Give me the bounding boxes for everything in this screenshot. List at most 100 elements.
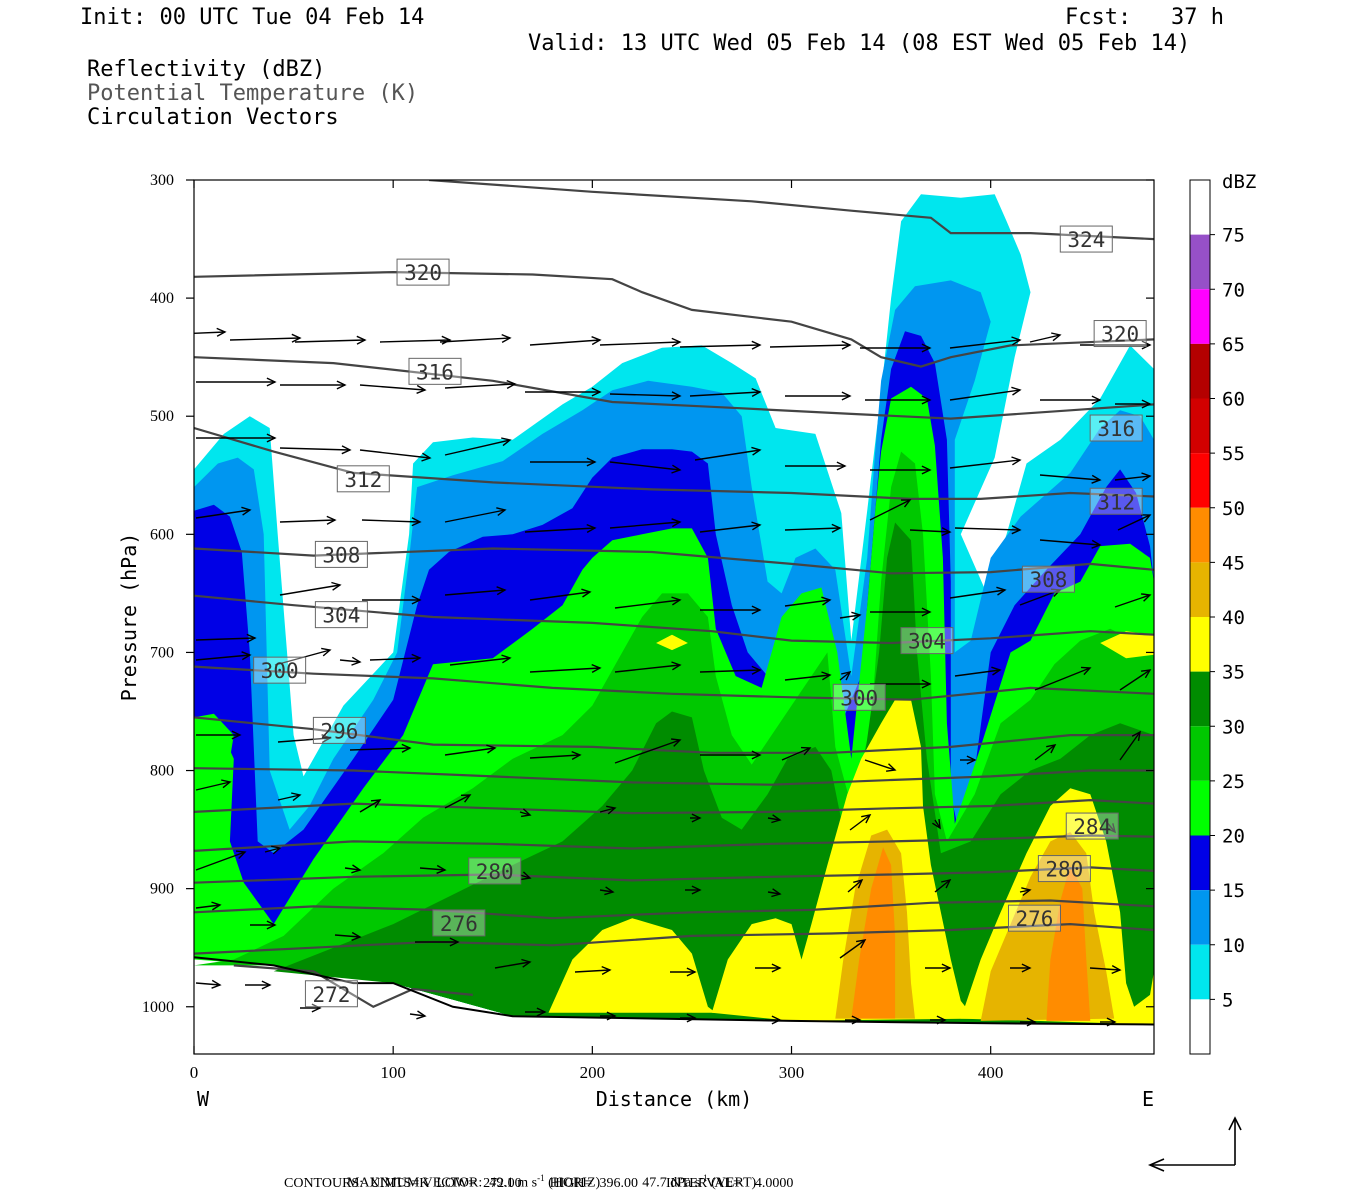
circulation-vector-134 xyxy=(930,1015,947,1025)
reflectivity-35dbz-d xyxy=(656,634,688,651)
y-axis-title: Pressure (hPa) xyxy=(117,533,141,702)
circulation-vector-82 xyxy=(444,744,497,756)
circulation-vector-20 xyxy=(609,391,682,401)
circulation-vector-49 xyxy=(954,525,1022,535)
max-vert-unit: (VERT) xyxy=(707,1175,757,1191)
reflectivity-20dbz-blob xyxy=(194,713,234,771)
circulation-vector-22 xyxy=(785,391,852,401)
circulation-vector-128 xyxy=(409,1010,427,1020)
circulation-vector-78 xyxy=(1119,669,1152,691)
contour-label-7: 308 xyxy=(322,543,360,567)
circulation-vector-130 xyxy=(600,1011,617,1021)
circulation-vector-4 xyxy=(294,335,367,345)
theta-contour-7 xyxy=(194,716,1154,754)
circulation-vector-74 xyxy=(839,670,852,681)
colorbar-label-0: 5 xyxy=(1222,989,1233,1011)
y-tick-label-0: 300 xyxy=(150,172,174,189)
contour-label-1: 320 xyxy=(404,261,442,285)
max-horiz-sup: -1 xyxy=(537,1173,545,1183)
y-tick-label-3: 600 xyxy=(150,526,174,543)
x-axis-west-label: W xyxy=(197,1087,210,1111)
circulation-vector-5 xyxy=(379,335,452,345)
max-vector-line: MAXIMUM VECTOR: 49.1 m s-1 (HORIZ) 47.7 … xyxy=(340,1157,756,1192)
colorbar-swatch-1 xyxy=(1190,944,1210,1000)
colorbar-label-12: 65 xyxy=(1222,334,1245,356)
circulation-vector-43 xyxy=(524,523,597,534)
circulation-vector-81 xyxy=(349,743,412,753)
circulation-vector-119 xyxy=(670,967,697,977)
contour-label-box-18 xyxy=(1007,904,1061,932)
circulation-vector-103 xyxy=(264,845,282,855)
circulation-vector-105 xyxy=(419,864,447,874)
reflectivity-45dbz-b xyxy=(1046,865,1091,1021)
circulation-vector-77 xyxy=(1034,666,1092,691)
init-time: Init: 00 UTC Tue 04 Feb 14 xyxy=(80,5,425,30)
circulation-vector-100 xyxy=(932,819,941,830)
circulation-vector-8 xyxy=(599,337,682,347)
circulation-vector-55 xyxy=(444,586,507,596)
circulation-vector-117 xyxy=(494,958,532,969)
terrain-surface-line xyxy=(194,956,1154,1026)
theta-contour-8 xyxy=(194,767,1154,786)
circulation-vector-10 xyxy=(769,340,852,350)
x-tick-label-2: 200 xyxy=(580,1063,606,1082)
circulation-vector-67 xyxy=(339,656,362,666)
circulation-vector-51 xyxy=(1117,514,1152,531)
contour-label-box-19 xyxy=(304,980,358,1008)
circulation-vector-90 xyxy=(1119,730,1141,761)
contour-label-15: 280 xyxy=(476,860,514,884)
contour-label-2: 320 xyxy=(1101,323,1139,347)
colorbar-label-6: 35 xyxy=(1222,662,1245,684)
contour-label-box-8 xyxy=(1021,565,1075,593)
valid-time: Valid: 13 UTC Wed 05 Feb 14 (08 EST Wed … xyxy=(528,31,1191,56)
y-tick-label-4: 700 xyxy=(150,644,174,661)
circulation-vector-114 xyxy=(250,920,277,930)
circulation-vector-15 xyxy=(196,377,277,387)
contour-label-box-3 xyxy=(408,357,462,385)
circulation-vector-112 xyxy=(1019,887,1032,896)
circulation-vector-111 xyxy=(934,878,952,893)
circulation-vector-60 xyxy=(839,611,862,621)
field-reflectivity: Reflectivity (dBZ) xyxy=(87,57,326,82)
x-axis-title: Distance (km) xyxy=(596,1087,753,1111)
circulation-vector-89 xyxy=(1034,744,1057,761)
reflectivity-35dbz-e xyxy=(1100,631,1154,659)
theta-contour-12 xyxy=(194,899,1154,920)
circulation-vector-136 xyxy=(1100,1017,1117,1027)
circulation-vector-0 xyxy=(0,326,80,334)
circulation-vector-94 xyxy=(444,794,472,809)
circulation-vector-99 xyxy=(849,814,872,831)
max-vector-label: MAXIMUM VECTOR: xyxy=(347,1175,483,1191)
field-circulation-vectors: Circulation Vectors xyxy=(87,105,339,130)
circulation-vector-104 xyxy=(344,864,362,874)
circulation-vector-73 xyxy=(784,671,832,681)
colorbar-swatch-8 xyxy=(1190,562,1210,617)
circulation-vector-69 xyxy=(449,654,512,666)
circulation-vector-126 xyxy=(245,980,272,990)
circulation-vector-37 xyxy=(1039,474,1102,484)
y-tick-label-5: 800 xyxy=(150,763,174,780)
circulation-vector-12 xyxy=(949,336,1022,349)
contour-label-box-17 xyxy=(432,909,486,937)
contour-label-box-14 xyxy=(1065,812,1119,840)
circulation-vector-27 xyxy=(196,433,277,443)
contour-label-17: 276 xyxy=(440,912,478,936)
colorbar-label-14: 75 xyxy=(1222,225,1245,247)
circulation-vector-41 xyxy=(361,517,422,527)
contour-label-6: 312 xyxy=(1097,490,1135,514)
y-tick-label-6: 900 xyxy=(150,881,174,898)
colorbar-swatch-4 xyxy=(1190,780,1210,836)
circulation-vector-120 xyxy=(755,963,782,973)
circulation-vector-70 xyxy=(529,663,602,674)
circulation-vector-61 xyxy=(870,607,932,617)
contour-label-box-15 xyxy=(468,857,522,885)
x-tick-label-0: 0 xyxy=(190,1063,199,1082)
circulation-vector-18 xyxy=(444,379,517,390)
circulation-vector-115 xyxy=(334,931,362,941)
contour-label-8: 308 xyxy=(1029,568,1067,592)
colorbar-swatch-2 xyxy=(1190,890,1210,945)
colorbar-label-11: 60 xyxy=(1222,389,1245,411)
colorbar-swatch-7 xyxy=(1190,617,1210,672)
circulation-vector-42 xyxy=(444,507,507,523)
